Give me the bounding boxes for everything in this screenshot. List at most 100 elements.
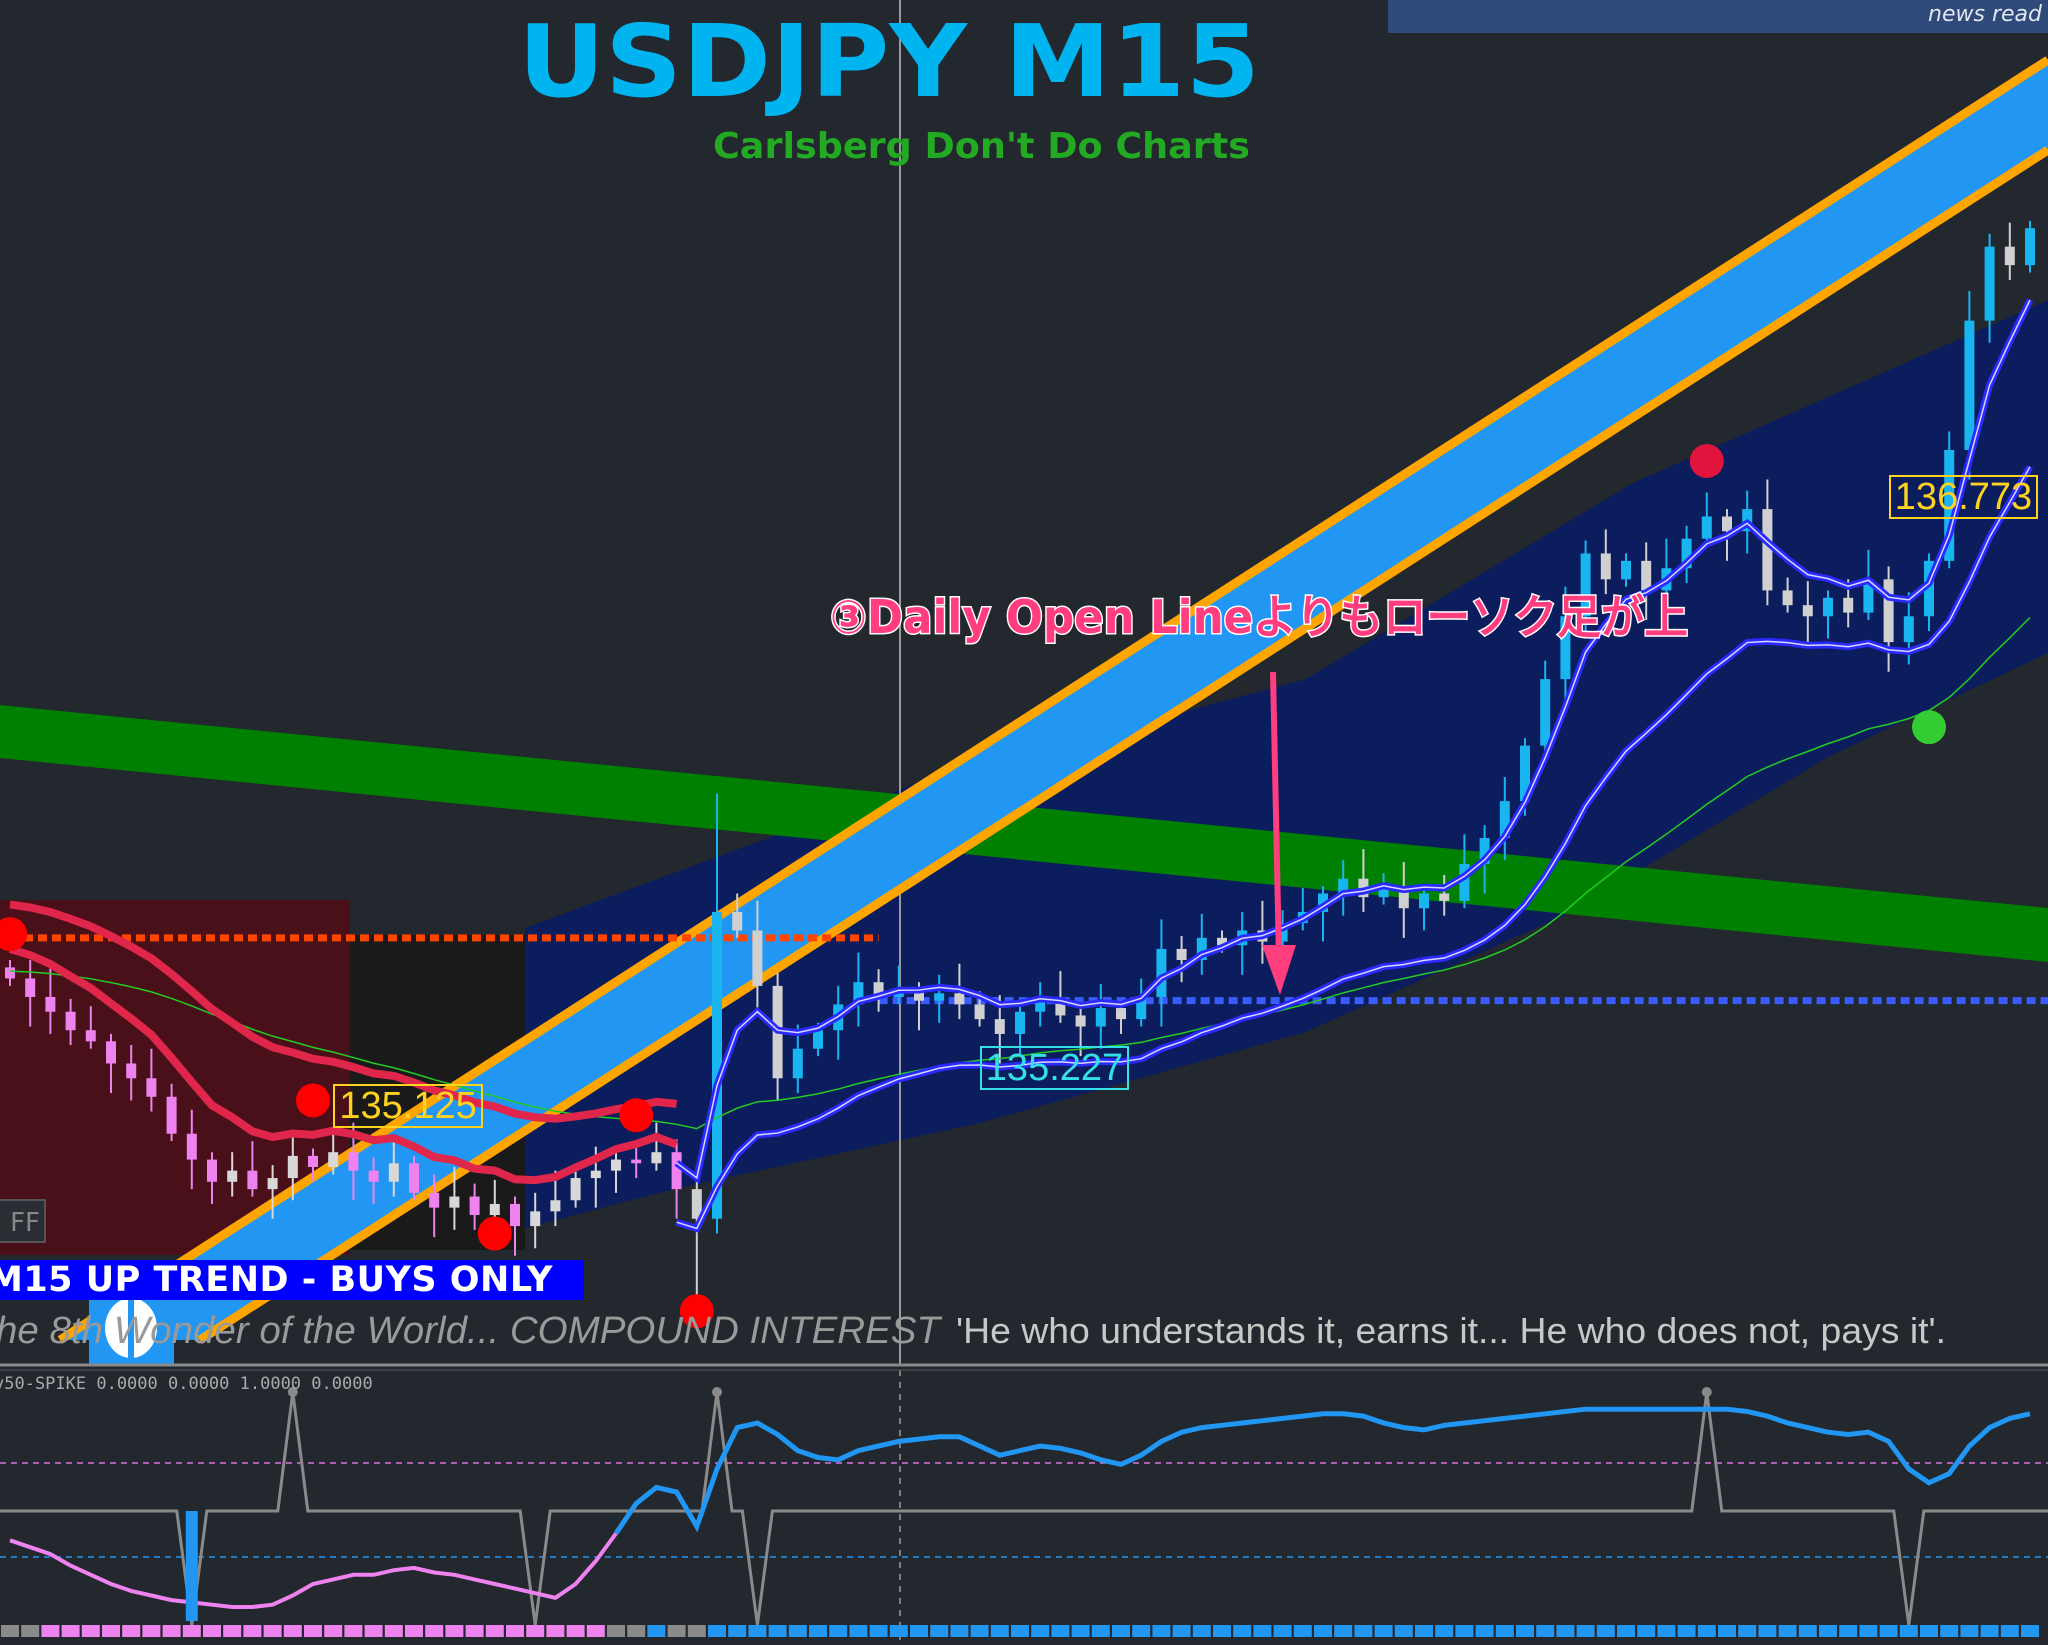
histogram-bar bbox=[1435, 1625, 1454, 1637]
histogram-bar bbox=[1718, 1625, 1736, 1637]
price-label: 135.227 bbox=[979, 1046, 1130, 1091]
histogram-bar bbox=[1172, 1625, 1191, 1637]
candle-body bbox=[1439, 893, 1450, 901]
histogram-bar bbox=[1798, 1625, 1817, 1637]
chart-subtitle: Carlsberg Don't Do Charts bbox=[713, 126, 1250, 167]
candle bbox=[1782, 577, 1793, 613]
candle bbox=[1055, 971, 1066, 1023]
histogram-bar bbox=[1556, 1625, 1575, 1637]
histogram-bar bbox=[1192, 1625, 1211, 1637]
candle bbox=[1035, 982, 1046, 1027]
candle bbox=[1338, 860, 1349, 916]
candle bbox=[186, 1109, 197, 1190]
candle-body bbox=[1378, 886, 1389, 898]
candle bbox=[1398, 862, 1409, 938]
histogram-bar bbox=[768, 1625, 787, 1637]
candle bbox=[25, 960, 36, 1027]
histogram-bar bbox=[667, 1625, 686, 1637]
candle-body bbox=[308, 1155, 318, 1167]
candle bbox=[287, 1131, 298, 1201]
candle bbox=[1944, 431, 1955, 569]
candle-body bbox=[409, 1163, 419, 1193]
candle-body bbox=[1984, 246, 1995, 321]
histogram-bar bbox=[283, 1625, 302, 1637]
histogram-bar bbox=[1334, 1625, 1353, 1637]
candle-body bbox=[449, 1196, 460, 1208]
signal-dot bbox=[477, 1216, 512, 1251]
histogram-bar bbox=[182, 1625, 201, 1637]
candle-body bbox=[1398, 886, 1409, 909]
candle bbox=[1580, 540, 1591, 639]
candle bbox=[691, 1165, 702, 1312]
histogram-bar bbox=[1132, 1625, 1151, 1637]
candle-body bbox=[489, 1203, 500, 1216]
candle-body bbox=[1782, 590, 1793, 606]
histogram-bar bbox=[607, 1625, 625, 1637]
candle bbox=[1600, 529, 1611, 595]
oscillator-line-bullish bbox=[613, 1406, 2031, 1535]
candle bbox=[166, 1083, 177, 1142]
candle bbox=[1156, 919, 1167, 1027]
signal-dot bbox=[296, 1083, 330, 1118]
candle bbox=[489, 1179, 500, 1223]
histogram-bar bbox=[1354, 1625, 1373, 1637]
histogram-bar bbox=[1819, 1625, 1837, 1637]
candle-body bbox=[287, 1155, 298, 1179]
candle bbox=[247, 1141, 258, 1197]
candle-body bbox=[348, 1152, 359, 1171]
candle bbox=[1540, 660, 1551, 754]
candle-body bbox=[1176, 948, 1187, 961]
candle-body bbox=[45, 996, 56, 1012]
histogram-bar bbox=[1, 1625, 19, 1637]
candle-body bbox=[1944, 449, 1955, 561]
candle bbox=[429, 1174, 440, 1238]
off-button[interactable]: FF bbox=[0, 1199, 46, 1243]
histogram-bar bbox=[1637, 1625, 1656, 1637]
histogram-bar bbox=[930, 1625, 949, 1637]
candle-body bbox=[570, 1178, 581, 1201]
candle-body bbox=[611, 1159, 621, 1171]
news-bar[interactable]: news read bbox=[1388, 0, 2048, 33]
candle-body bbox=[1964, 320, 1975, 450]
logo-box bbox=[89, 1293, 174, 1365]
candle bbox=[469, 1183, 480, 1230]
candle bbox=[1176, 935, 1187, 983]
candle-body bbox=[530, 1211, 541, 1227]
candle-body bbox=[1217, 937, 1227, 946]
histogram-bar bbox=[243, 1625, 262, 1637]
candle-body bbox=[1055, 1000, 1066, 1016]
candle-body bbox=[873, 982, 884, 997]
histogram-bar bbox=[1576, 1625, 1595, 1637]
fast-ma-centerline bbox=[676, 299, 2031, 1180]
candle-body bbox=[1580, 553, 1591, 617]
slow-ma-centerline bbox=[676, 466, 2031, 1230]
histogram-bar bbox=[1980, 1625, 1999, 1637]
candle-body bbox=[469, 1196, 480, 1216]
candle-body bbox=[550, 1200, 561, 1212]
histogram-bar bbox=[223, 1625, 242, 1637]
signal-dot bbox=[1912, 710, 1946, 745]
candle bbox=[1802, 581, 1813, 646]
candle bbox=[1701, 492, 1712, 547]
candle bbox=[409, 1155, 419, 1201]
oscillator-panel bbox=[0, 1387, 2048, 1637]
histogram-bar bbox=[405, 1625, 423, 1637]
quote-part2: 'He who understands it, earns it... He w… bbox=[956, 1310, 1946, 1351]
candle-body bbox=[1762, 509, 1773, 591]
candle-body bbox=[813, 1030, 823, 1049]
histogram-bar bbox=[1273, 1625, 1292, 1637]
histogram-bar bbox=[526, 1625, 545, 1637]
bullish-cloud bbox=[525, 300, 2048, 1228]
histogram-bar bbox=[1899, 1625, 1918, 1637]
histogram-bar bbox=[829, 1625, 848, 1637]
trend-channel-lower-edge bbox=[197, 146, 2048, 1344]
candle-body bbox=[328, 1152, 339, 1167]
candle bbox=[1196, 913, 1207, 975]
candle-body bbox=[1419, 893, 1429, 909]
candle-body bbox=[1924, 560, 1934, 617]
candle-body bbox=[106, 1041, 116, 1064]
candle bbox=[1621, 553, 1631, 587]
candle bbox=[752, 900, 763, 1016]
candle-body bbox=[267, 1178, 278, 1190]
candle-body bbox=[510, 1203, 520, 1227]
